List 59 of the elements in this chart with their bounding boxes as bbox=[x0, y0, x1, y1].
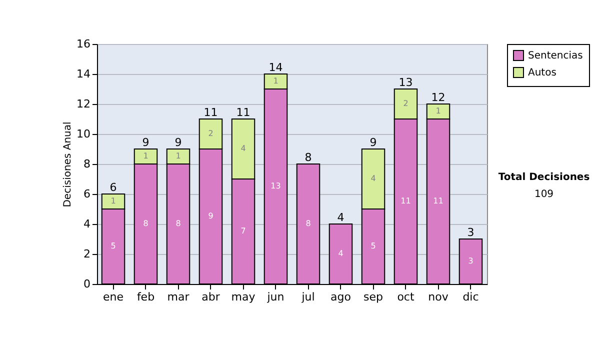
x-tick-label: ago bbox=[330, 290, 352, 304]
data-label: 2 bbox=[403, 99, 408, 108]
y-axis-title: Decisiones Anual bbox=[62, 122, 74, 208]
total-label: 11 bbox=[204, 106, 218, 119]
data-label: 1 bbox=[273, 76, 278, 86]
text: Total Decisiones bbox=[497, 172, 591, 183]
data-label: 1 bbox=[143, 152, 148, 160]
x-tick-label: dic bbox=[462, 290, 479, 304]
y-tick-label: 10 bbox=[76, 128, 90, 140]
total-label: 13 bbox=[398, 76, 413, 89]
text: 109 bbox=[533, 189, 555, 200]
data-label: 5 bbox=[370, 242, 376, 250]
y-tick-label: 14 bbox=[76, 68, 90, 80]
total-label: 9 bbox=[142, 136, 150, 149]
data-label: 7 bbox=[240, 226, 246, 236]
total-label: 9 bbox=[370, 136, 377, 149]
x-tick-label: abr bbox=[202, 290, 220, 304]
x-tick-label: jun bbox=[266, 290, 284, 304]
data-label: 4 bbox=[240, 144, 246, 153]
y-tick-label: 4 bbox=[84, 218, 90, 230]
y-tick-label: 6 bbox=[84, 188, 90, 200]
data-label: 8 bbox=[176, 219, 181, 228]
data-label: 1 bbox=[176, 152, 181, 160]
data-label: 8 bbox=[306, 219, 311, 228]
data-label: 11 bbox=[433, 196, 444, 206]
total-label: 11 bbox=[236, 106, 250, 119]
x-tick-label: mar bbox=[167, 290, 190, 304]
total-label: 6 bbox=[110, 181, 117, 194]
total-label: 14 bbox=[268, 61, 283, 74]
x-tick-label: nov bbox=[428, 290, 449, 304]
y-tick-label: 12 bbox=[76, 98, 90, 110]
data-label: 13 bbox=[270, 182, 281, 190]
data-label: 9 bbox=[208, 212, 214, 220]
data-label: 3 bbox=[468, 256, 474, 266]
y-tick-label: 2 bbox=[84, 248, 90, 260]
legend-label: Autos bbox=[528, 68, 556, 78]
data-label: 11 bbox=[400, 196, 411, 206]
total-label: 9 bbox=[174, 136, 182, 149]
y-tick-label: 16 bbox=[76, 38, 90, 50]
legend-label: Sentencias bbox=[528, 50, 583, 62]
data-label: 4 bbox=[338, 249, 344, 258]
x-tick-label: sep bbox=[364, 290, 384, 304]
data-label: 2 bbox=[208, 129, 214, 138]
x-tick-label: oct bbox=[397, 290, 415, 304]
data-label: 8 bbox=[143, 219, 148, 228]
total-label: 12 bbox=[431, 91, 446, 104]
x-tick-label: may bbox=[231, 290, 256, 304]
x-tick-label: jul bbox=[300, 290, 315, 304]
total-label: 4 bbox=[337, 211, 344, 224]
data-label: 4 bbox=[370, 174, 376, 183]
y-tick-label: 0 bbox=[84, 278, 90, 290]
x-tick-label: feb bbox=[136, 290, 155, 304]
total-label: 8 bbox=[304, 151, 312, 164]
total-label: 3 bbox=[467, 226, 474, 239]
y-tick-label: 8 bbox=[84, 158, 90, 170]
data-label: 1 bbox=[110, 196, 116, 206]
data-label: 1 bbox=[436, 106, 441, 116]
data-label: 5 bbox=[110, 242, 116, 250]
x-tick-label: ene bbox=[102, 290, 124, 304]
